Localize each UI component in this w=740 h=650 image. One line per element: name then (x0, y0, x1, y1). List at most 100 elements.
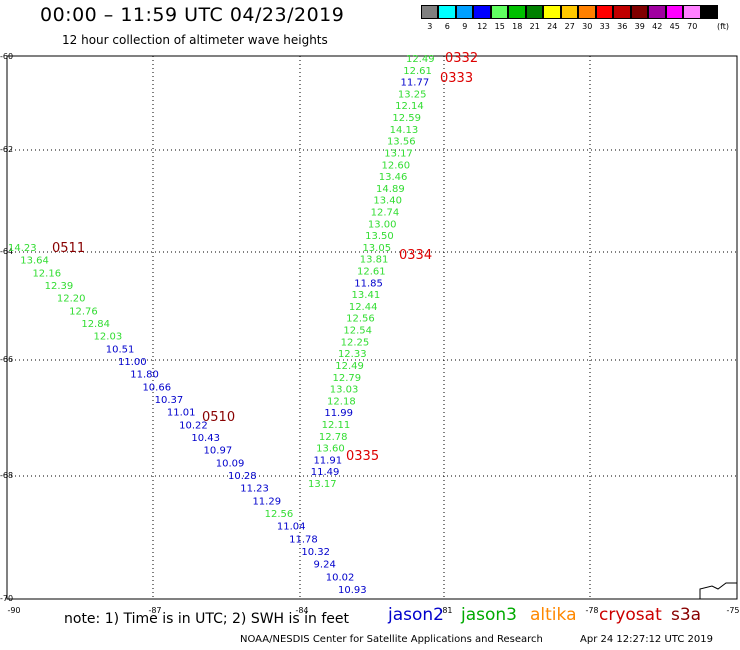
scale-bin: 39 (630, 5, 649, 31)
swh-value: 9.24 (314, 560, 336, 571)
swh-value: 10.51 (106, 344, 135, 355)
lon-tick-label: -90 (7, 606, 20, 615)
swh-value: 14.89 (376, 184, 405, 195)
scale-swatch (683, 5, 701, 19)
pass-time-label: 0332 (445, 51, 478, 66)
swh-value: 11.99 (324, 408, 353, 419)
swh-value: 11.04 (277, 522, 306, 533)
scale-label: 36 (617, 22, 628, 31)
swh-value: 11.01 (167, 408, 196, 419)
scale-swatch (455, 5, 473, 19)
swh-value: 11.85 (354, 278, 383, 289)
lat-tick-label: -70 (0, 594, 13, 603)
scale-label: 33 (599, 22, 610, 31)
scale-label: 3 (427, 22, 433, 31)
scale-bin: 9 (455, 5, 474, 31)
scale-bin: 3 (420, 5, 439, 31)
scale-label: 6 (444, 22, 450, 31)
swh-value: 12.56 (265, 509, 294, 520)
swh-value: 10.43 (191, 433, 220, 444)
swh-value: 13.56 (387, 137, 416, 148)
swh-value: 10.37 (155, 395, 184, 406)
swh-value: 11.80 (130, 370, 159, 381)
swh-value: 11.23 (240, 484, 269, 495)
scale-swatch (665, 5, 683, 19)
swh-value: 12.79 (333, 373, 362, 384)
scale-label: 70 (687, 22, 698, 31)
scale-label: 42 (652, 22, 663, 31)
pass-time-label: 0510 (202, 410, 235, 425)
scale-label: 12 (477, 22, 488, 31)
scale-label: 18 (512, 22, 523, 31)
swh-value: 10.09 (216, 458, 245, 469)
legend-cryosat: cryosat (599, 605, 662, 625)
wave-height-color-scale: 3 6 9 12 15 18 21 24 27 30 33 36 39 42 45 70 (420, 5, 719, 31)
scale-swatch (420, 5, 438, 19)
scale-bin: 18 (508, 5, 527, 31)
scale-bin: 42 (648, 5, 667, 31)
swh-value: 10.22 (179, 420, 208, 431)
scale-swatch (595, 5, 613, 19)
scale-swatch (525, 5, 543, 19)
swh-value: 12.54 (343, 326, 372, 337)
scale-swatch (490, 5, 508, 19)
scale-label: 30 (582, 22, 593, 31)
swh-value: 14.23 (8, 243, 37, 254)
scale-label: 27 (564, 22, 575, 31)
credit-line: NOAA/NESDIS Center for Satellite Applica… (240, 634, 543, 645)
scale-bin: 15 (490, 5, 509, 31)
scale-label: 45 (669, 22, 680, 31)
scale-unit-label: (ft) (717, 22, 730, 31)
legend-s3a: s3a (671, 605, 702, 625)
swh-value: 11.78 (289, 534, 318, 545)
swh-value: 12.49 (335, 361, 364, 372)
page-title: 00:00 – 11:59 UTC 04/23/2019 (40, 4, 345, 26)
scale-swatch (648, 5, 666, 19)
swh-value: 12.44 (349, 302, 378, 313)
scale-bin (700, 5, 719, 31)
swh-value: 13.03 (330, 385, 359, 396)
swh-value: 12.16 (32, 268, 61, 279)
scale-swatch (473, 5, 491, 19)
scale-swatch (438, 5, 456, 19)
swh-value: 11.00 (118, 357, 147, 368)
swh-value: 12.33 (338, 349, 367, 360)
swh-value: 12.25 (341, 337, 370, 348)
swh-value: 11.49 (311, 467, 340, 478)
scale-bin: 70 (683, 5, 702, 31)
swh-value: 12.18 (327, 396, 356, 407)
lon-tick-label: -84 (295, 606, 308, 615)
swh-value: 12.61 (403, 66, 432, 77)
swh-value: 13.50 (365, 231, 394, 242)
scale-bin: 33 (595, 5, 614, 31)
swh-value: 13.41 (352, 290, 381, 301)
scale-bin: 27 (560, 5, 579, 31)
lon-tick-label: -75 (726, 606, 739, 615)
swh-value: 14.13 (390, 125, 419, 136)
scale-bin: 6 (438, 5, 457, 31)
scale-bin: 24 (543, 5, 562, 31)
coastline (699, 582, 737, 599)
lon-tick-label: -87 (148, 606, 161, 615)
swh-value: 13.46 (379, 172, 408, 183)
swh-value: 10.97 (204, 446, 233, 457)
scale-bin: 21 (525, 5, 544, 31)
swh-value: 10.66 (142, 382, 171, 393)
scale-label: 15 (494, 22, 505, 31)
swh-value: 12.78 (319, 432, 348, 443)
pass-time-label: 0511 (52, 241, 85, 256)
scale-label: 21 (529, 22, 540, 31)
generation-timestamp: Apr 24 12:27:12 UTC 2019 (580, 634, 713, 645)
swh-value: 13.64 (20, 256, 49, 267)
swh-value: 12.59 (392, 113, 421, 124)
footer-note: note: 1) Time is in UTC; 2) SWH is in fe… (64, 611, 350, 627)
scale-swatch (560, 5, 578, 19)
pass-time-label: 0334 (399, 248, 432, 263)
scale-label: 39 (634, 22, 645, 31)
swh-value: 12.56 (346, 314, 375, 325)
scale-swatch (578, 5, 596, 19)
legend-altika: altika (530, 605, 577, 625)
swh-value: 13.05 (362, 243, 391, 254)
swh-value: 12.60 (382, 160, 411, 171)
